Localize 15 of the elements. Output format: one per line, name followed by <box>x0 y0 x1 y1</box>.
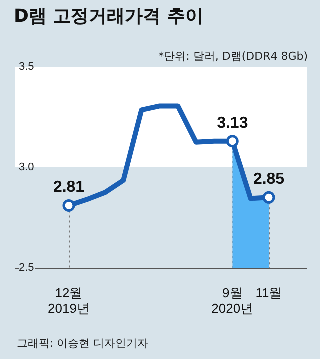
chart-title: D램 고정거래가격 추이 <box>14 5 204 28</box>
data-label: 3.13 <box>217 114 248 132</box>
x-tick-label: 11월 <box>256 285 282 300</box>
y-tick-label: 3.0 <box>19 162 34 174</box>
x-tick-label: 9월 2020년 <box>212 285 254 316</box>
chart-subtitle: *단위: 달러, D램(DDR4 8Gb) <box>158 49 308 64</box>
point <box>226 135 239 148</box>
text: 그래픽: 이승현 디자인기자 <box>17 336 149 351</box>
point <box>62 199 76 212</box>
y-tick-label: 3.5 <box>19 61 34 74</box>
x-tick-label: 12월 2019년 <box>48 285 90 316</box>
y-tick-label: 2.5 <box>19 262 34 274</box>
data-label: 2.81 <box>53 179 85 196</box>
data-label: 2.85 <box>253 171 285 188</box>
point <box>262 191 276 204</box>
